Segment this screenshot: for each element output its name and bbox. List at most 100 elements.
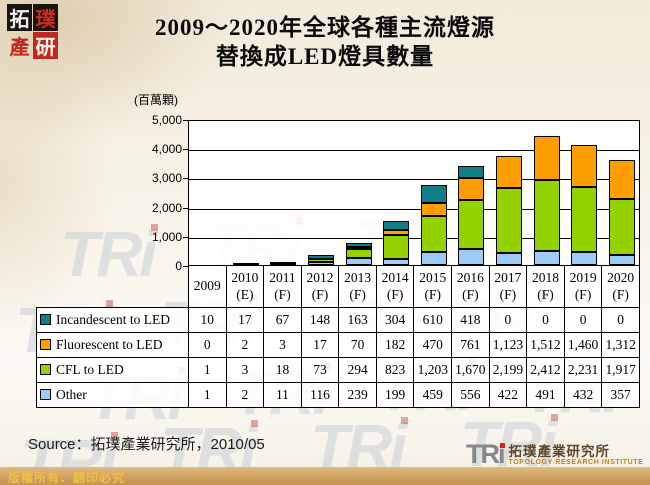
bar-segment: [496, 156, 522, 188]
bar-segment: [458, 166, 484, 178]
value-cell: 304: [375, 307, 415, 333]
value-cell: 2: [225, 382, 265, 408]
year-tag-label: (F): [574, 286, 592, 302]
value-cell: 0: [526, 307, 565, 333]
value-cell: 470: [413, 332, 453, 358]
bar-segment: [421, 185, 447, 203]
gridline: [189, 209, 639, 210]
bar-segment: [571, 187, 597, 252]
value-cell: 116: [300, 382, 340, 408]
value-cell: 17: [300, 332, 340, 358]
value-cell: 11: [263, 382, 302, 408]
ytick-mark: [183, 149, 188, 151]
gridline: [189, 150, 639, 151]
ytick-label: 0: [175, 259, 182, 273]
source-text: Source：拓璞產業研究所，2010/05: [28, 436, 265, 453]
row-label-cell: CFL to LED: [36, 357, 189, 383]
year-header-cell: 2015 (F): [413, 265, 453, 308]
watermark-tile: TRi: [460, 412, 559, 476]
legend-swatch-icon: [40, 313, 51, 325]
bar-segment: [571, 145, 597, 187]
tri-square-logo: 拓 璞 產 研: [7, 4, 58, 59]
data-table: 2009 2010 (E) 2011 (F) 2012 (F) 2013 (F) 2014 (F) 2…: [36, 265, 640, 408]
bar-segment: [458, 249, 484, 265]
footer-bar: 版權所有．翻印必究: [0, 467, 650, 485]
series-name-label: Incandescent to LED: [56, 311, 170, 327]
year-header-cell: 2011 (F): [263, 265, 302, 308]
table-row: CFL to LED 1 3 18 73 294 823 1,203 1,670 2,199 2,4…: [36, 357, 640, 383]
bar-segment: [308, 255, 334, 259]
bar-segment: [383, 259, 409, 265]
value-cell: 432: [563, 382, 603, 408]
year-label: 2013: [344, 270, 372, 286]
bar-segment: [346, 243, 372, 247]
year-tag-label: (E): [236, 286, 254, 302]
value-cell: 556: [451, 382, 490, 408]
value-cell: 1,123: [488, 332, 528, 358]
bar-segment: [383, 221, 409, 230]
year-header-cell: 2009: [188, 265, 227, 308]
year-label: 2011: [269, 270, 296, 286]
value-cell: 148: [300, 307, 340, 333]
slide-title: 2009～2020年全球各種主流燈源 替換成LED燈具數量: [75, 13, 575, 71]
watermark-red-dot-icon: [111, 432, 119, 439]
bar-segment: [346, 247, 372, 249]
table-row: Other 1 2 11 116 239 199 459 556 422 491 432 357: [36, 382, 640, 408]
table-row: Fluorescent to LED 0 2 3 17 70 182 470 761 1,123 1…: [36, 332, 640, 358]
watermark-red-dot-icon: [106, 300, 114, 307]
year-header-cell: 2016 (F): [451, 265, 490, 308]
value-cell: 761: [451, 332, 490, 358]
value-cell: 2,199: [488, 357, 528, 383]
chart-plot-area: [188, 120, 640, 266]
table-header-row: 2009 2010 (E) 2011 (F) 2012 (F) 2013 (F) 2014 (F) 2…: [37, 265, 640, 308]
bar-segment: [346, 249, 372, 258]
value-cell: 459: [413, 382, 453, 408]
year-tag-label: (F): [386, 286, 404, 302]
year-header-cell: 2014 (F): [375, 265, 415, 308]
series-name-label: Other: [56, 386, 87, 402]
watermark-red-dot-icon: [401, 417, 409, 424]
bar-segment: [534, 180, 560, 251]
value-cell: 0: [488, 307, 528, 333]
value-cell: 1,460: [563, 332, 603, 358]
row-label-cell: Other: [36, 382, 189, 408]
value-cell: 2: [225, 332, 265, 358]
value-cell: 3: [225, 357, 265, 383]
value-cell: 199: [375, 382, 415, 408]
value-cell: 1,203: [413, 357, 453, 383]
value-cell: 10: [188, 307, 227, 333]
value-cell: 182: [375, 332, 415, 358]
value-cell: 610: [413, 307, 453, 333]
bar-segment: [383, 235, 409, 259]
value-cell: 418: [451, 307, 490, 333]
gridline: [189, 238, 639, 239]
year-label: 2020: [607, 270, 635, 286]
value-cell: 3: [263, 332, 302, 358]
legend-swatch-icon: [40, 363, 51, 375]
ytick-label: 1,000: [151, 229, 182, 244]
value-cell: 67: [263, 307, 302, 333]
ytick-label: 4,000: [151, 142, 182, 157]
year-tag-label: (F): [274, 286, 291, 302]
tri-footer-logo: TRı 拓璞產業研究所 TOPOLOGY RESEARCH INSTITUTE: [466, 441, 644, 468]
value-cell: 294: [338, 357, 377, 383]
gridline: [189, 179, 639, 180]
year-header-cell: 2010 (E): [225, 265, 265, 308]
logo-char: 璞: [33, 4, 58, 31]
year-label: 2017: [494, 270, 522, 286]
bar-segment: [308, 262, 334, 265]
ytick-label: 5,000: [151, 113, 182, 127]
tri-logo-names: 拓璞產業研究所 TOPOLOGY RESEARCH INSTITUTE: [509, 444, 644, 466]
row-label-cell: Fluorescent to LED: [36, 332, 189, 358]
row-label-cell: Incandescent to LED: [36, 307, 189, 333]
series-name-label: CFL to LED: [56, 361, 124, 377]
year-header-cell: 2020 (F): [601, 265, 640, 308]
ytick-label: 3,000: [151, 171, 182, 186]
value-cell: 422: [488, 382, 528, 408]
bar-segment: [421, 203, 447, 216]
value-cell: 0: [563, 307, 603, 333]
ytick-mark: [183, 207, 188, 209]
value-cell: 18: [263, 357, 302, 383]
value-cell: 2,231: [563, 357, 603, 383]
value-cell: 73: [300, 357, 340, 383]
